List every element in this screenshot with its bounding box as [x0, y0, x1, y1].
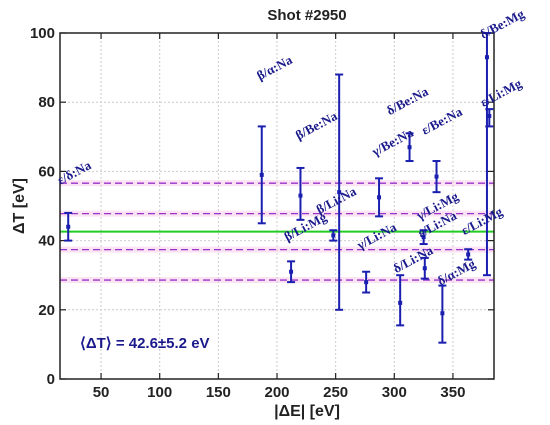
- y-tick-label: 100: [30, 25, 55, 42]
- y-tick-label: 40: [38, 233, 55, 250]
- band-shade-lower-1: [60, 277, 494, 284]
- y-tick-label: 20: [38, 302, 55, 319]
- data-point: [396, 274, 405, 327]
- chart-title: Shot #2950: [267, 7, 346, 24]
- data-point: [438, 284, 447, 344]
- x-tick-label: 300: [382, 384, 407, 401]
- band-shade-upper-1: [60, 180, 494, 187]
- data-point: [464, 248, 473, 261]
- x-tick-label: 150: [206, 384, 231, 401]
- data-point: [329, 229, 338, 242]
- data-point: [482, 32, 491, 277]
- point-marker: [289, 269, 294, 274]
- data-point: [335, 73, 344, 311]
- point-marker: [434, 174, 439, 179]
- data-point: [296, 166, 305, 221]
- point-marker: [466, 252, 471, 257]
- data-point: [432, 160, 441, 194]
- point-marker: [440, 311, 445, 316]
- axis-ticks: 50 100 150 200 250 300 350 0 20 40 60 80 100: [30, 25, 494, 401]
- y-axis-title: ΔT [eV]: [11, 178, 28, 234]
- reference-lines: [60, 182, 494, 281]
- mean-annotation: ⟨ΔT⟩ = 42.6±5.2 eV: [80, 335, 210, 352]
- data-point: [362, 270, 371, 294]
- point-marker: [331, 233, 336, 238]
- point-marker: [398, 300, 403, 305]
- data-point: [257, 125, 266, 225]
- point-marker: [364, 280, 369, 285]
- point-marker: [421, 235, 426, 240]
- data-point: [485, 108, 494, 128]
- data-point: [287, 260, 296, 284]
- x-tick-label: 100: [147, 384, 172, 401]
- point-marker: [337, 190, 342, 195]
- point-marker: [298, 193, 303, 198]
- x-tick-label: 200: [264, 384, 289, 401]
- x-tick-label: 350: [440, 384, 465, 401]
- y-tick-label: 0: [47, 371, 55, 388]
- point-marker: [407, 145, 412, 150]
- data-points: [64, 32, 494, 344]
- point-marker: [422, 266, 427, 271]
- x-axis-title: |ΔE| [eV]: [274, 403, 340, 420]
- point-marker: [487, 114, 492, 119]
- point-marker: [66, 224, 71, 229]
- x-tick-label: 50: [93, 384, 110, 401]
- point-marker: [377, 195, 382, 200]
- data-point: [64, 211, 73, 242]
- data-point: [420, 256, 429, 280]
- x-tick-label: 250: [323, 384, 348, 401]
- point-marker: [484, 55, 489, 60]
- data-point: [405, 132, 414, 163]
- point-marker: [259, 172, 264, 177]
- data-point: [375, 177, 384, 218]
- data-point: [419, 229, 428, 246]
- y-tick-label: 60: [38, 163, 55, 180]
- y-tick-label: 80: [38, 94, 55, 111]
